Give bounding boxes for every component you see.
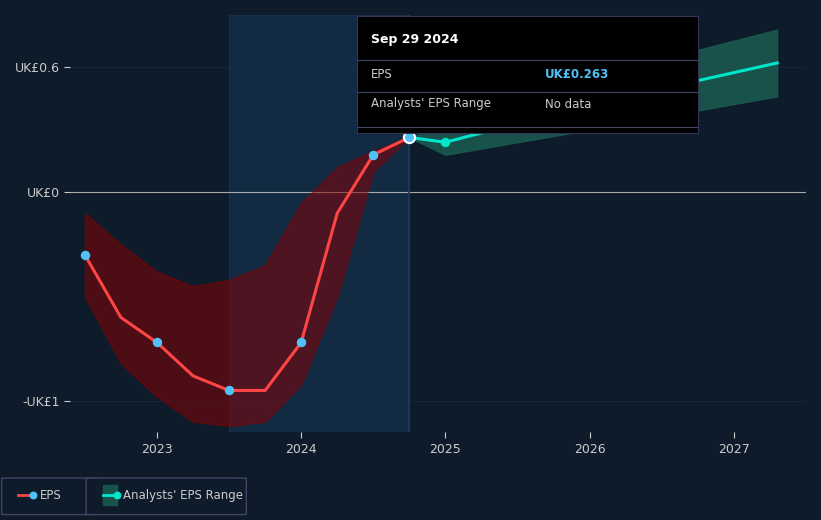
- Point: [403, 133, 416, 141]
- Point: [150, 339, 163, 347]
- FancyBboxPatch shape: [86, 478, 246, 515]
- FancyBboxPatch shape: [2, 478, 96, 515]
- Text: Analysts' EPS Range: Analysts' EPS Range: [371, 98, 491, 110]
- Point: [403, 133, 416, 141]
- Point: [583, 100, 596, 109]
- Text: Analysts' EPS Range: Analysts' EPS Range: [123, 489, 243, 502]
- Point: [367, 151, 380, 159]
- Bar: [229, 15, 410, 432]
- Point: [439, 138, 452, 147]
- Point: [403, 133, 416, 141]
- Point: [295, 339, 308, 347]
- Text: Actual: Actual: [362, 61, 406, 74]
- Point: [78, 251, 91, 259]
- Text: Sep 29 2024: Sep 29 2024: [371, 33, 458, 46]
- Point: [26, 491, 39, 499]
- Text: EPS: EPS: [39, 489, 61, 502]
- Point: [111, 491, 124, 499]
- Point: [222, 386, 236, 395]
- Text: UK£0.263: UK£0.263: [544, 68, 609, 81]
- Text: Analysts Forecasts: Analysts Forecasts: [416, 61, 533, 74]
- Text: No data: No data: [544, 98, 591, 110]
- Text: EPS: EPS: [371, 68, 392, 81]
